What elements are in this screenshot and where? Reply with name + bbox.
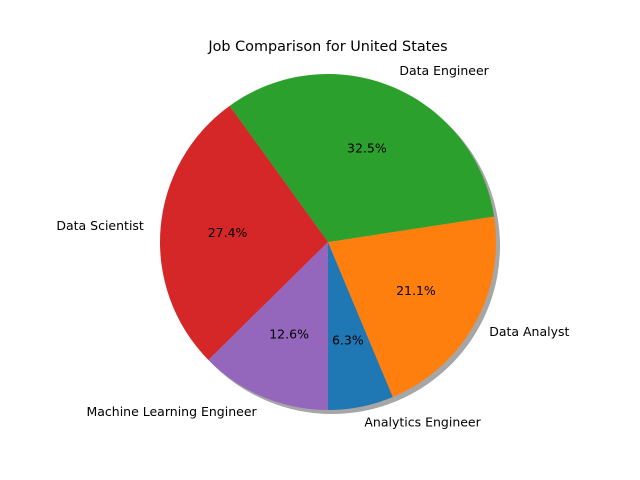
pie-labels: Analytics Engineer 6.3% Data Analyst 21.1% D… [56,63,569,430]
slice-percent-machine-learning-engineer: 12.6% [269,326,309,341]
slice-label-data-engineer: Data Engineer [399,63,489,78]
slice-percent-data-scientist: 27.4% [208,225,248,240]
pie-slice-analytics-engineer [328,242,393,411]
chart-title: Job Comparison for United States [207,39,447,55]
slice-percent-analytics-engineer: 6.3% [332,332,364,347]
slice-label-data-analyst: Data Analyst [489,324,569,339]
pie-slice-machine-learning-engineer [208,242,328,410]
pie-slice-data-scientist [159,105,328,360]
slice-percent-data-analyst: 21.1% [396,283,436,298]
pie-slice-data-analyst [328,216,496,397]
slice-percent-data-engineer: 32.5% [347,141,387,156]
slice-label-machine-learning-engineer: Machine Learning Engineer [86,404,257,419]
slice-label-data-scientist: Data Scientist [56,218,144,233]
pie-slice-data-engineer [229,74,495,242]
slice-label-analytics-engineer: Analytics Engineer [364,415,481,430]
pie-slices [159,74,496,411]
